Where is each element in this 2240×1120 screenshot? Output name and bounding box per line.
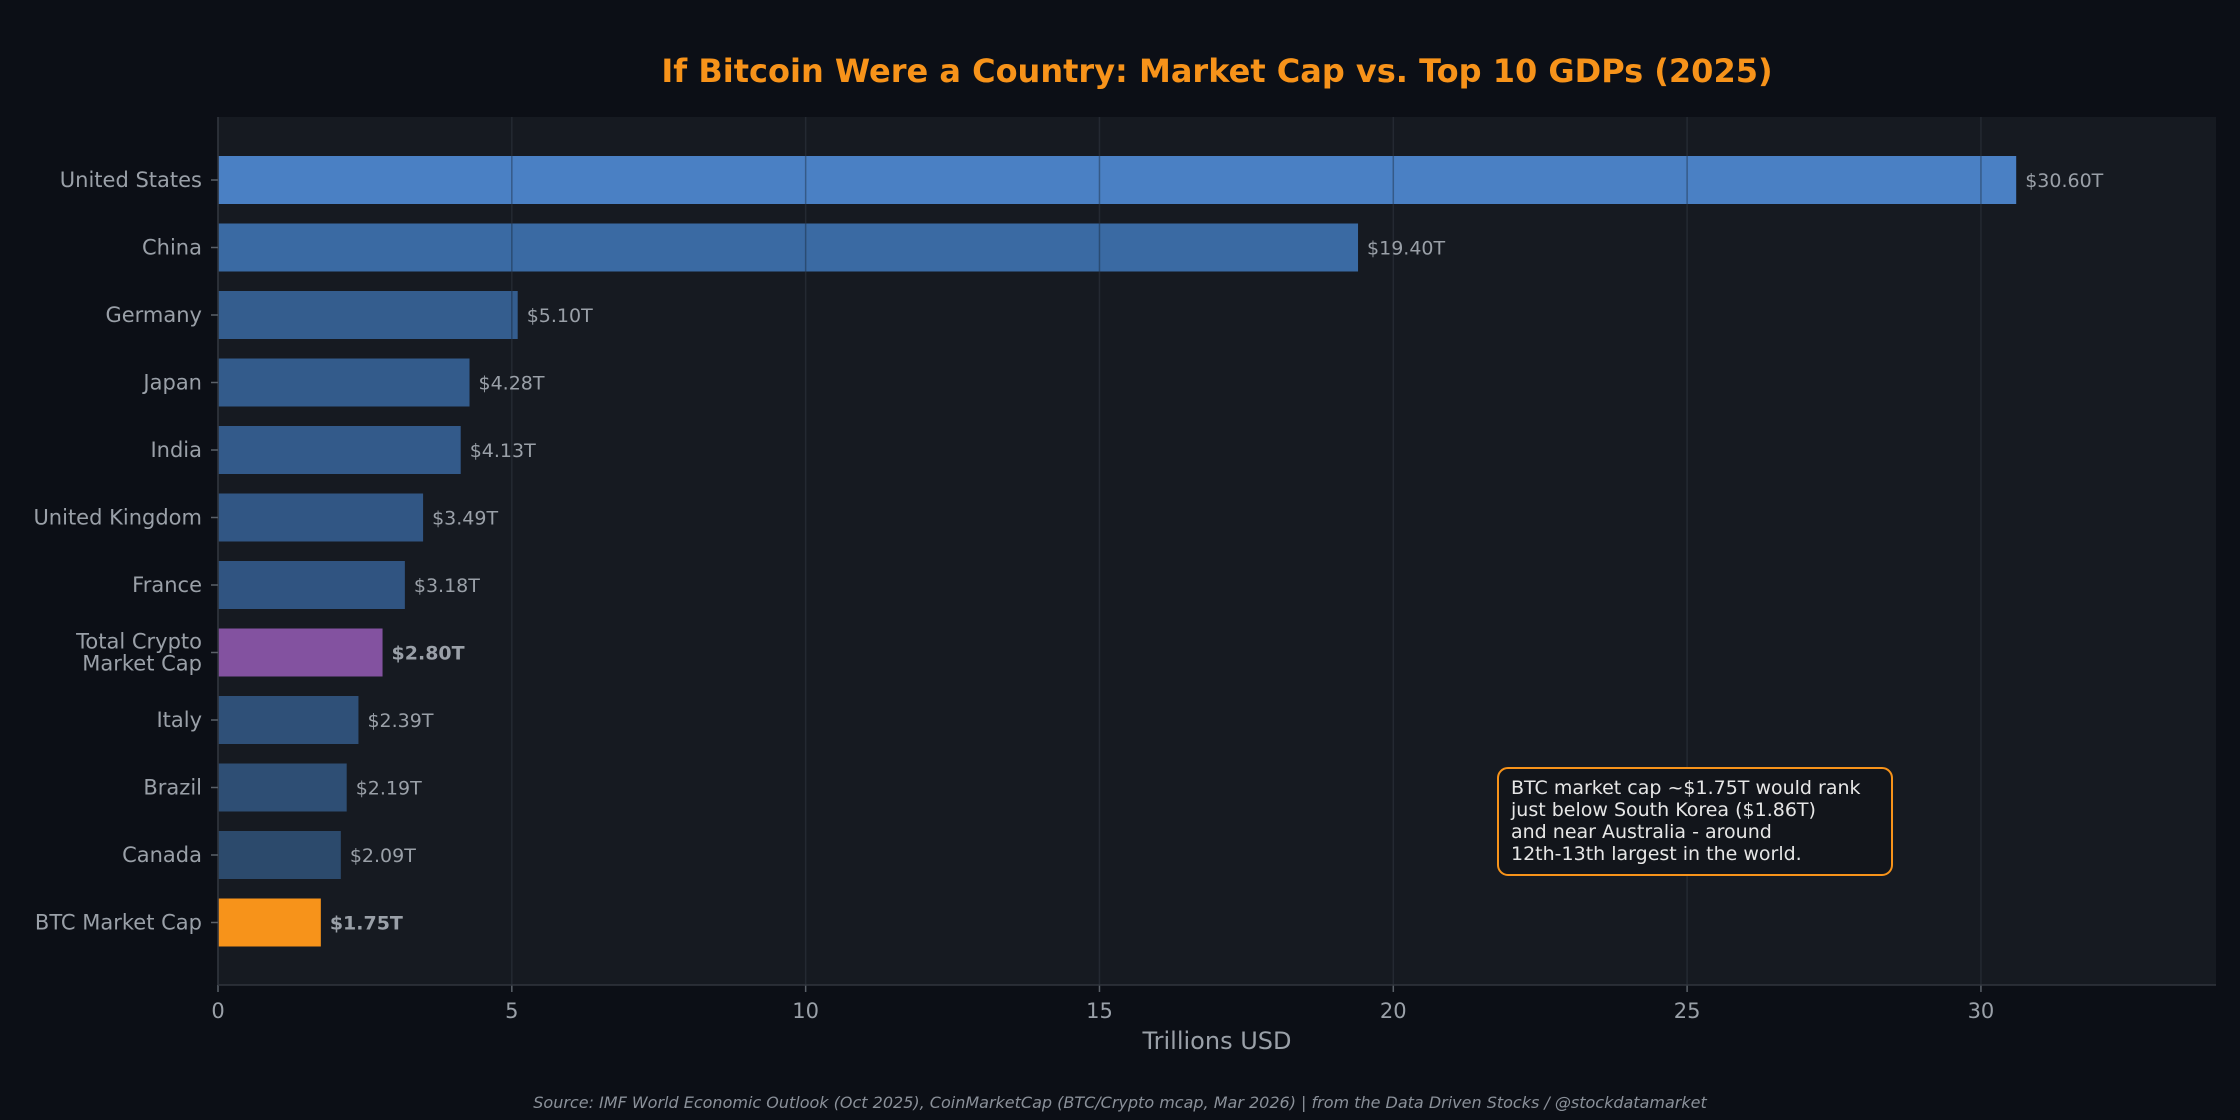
value-label-united-states: $30.60T	[2025, 170, 2103, 192]
value-label-germany: $5.10T	[527, 305, 593, 327]
category-label-united-kingdom: United Kingdom	[33, 506, 202, 530]
category-label-japan: Japan	[141, 371, 202, 395]
bar-germany	[218, 291, 518, 339]
annotation-frame	[1497, 767, 1893, 876]
category-labels: United States China Germany Japan India Unite…	[33, 168, 202, 935]
x-axis-label: Trillions USD	[1142, 1027, 1292, 1055]
x-tick-label-25: 25	[1674, 999, 1701, 1023]
category-label-germany: Germany	[105, 303, 202, 327]
x-tick-label-5: 5	[505, 999, 518, 1023]
x-tick-label-10: 10	[792, 999, 819, 1023]
bar-canada	[218, 831, 341, 879]
annotation-box: BTC market cap ~$1.75T would rank just b…	[1497, 767, 1893, 876]
category-label-india: India	[150, 438, 202, 462]
bar-total-crypto-market-cap	[218, 628, 383, 677]
bar-btc-market-cap	[218, 898, 321, 947]
x-tick-label-0: 0	[211, 999, 224, 1023]
bar-united-kingdom	[218, 493, 424, 542]
x-tick-label-15: 15	[1086, 999, 1113, 1023]
bar-united-states	[218, 156, 2017, 204]
value-labels: $30.60T $19.40T $5.10T $4.28T $4.13T $3.49T $3…	[330, 170, 2104, 935]
category-label-italy: Italy	[156, 708, 202, 732]
value-label-japan: $4.28T	[479, 373, 545, 395]
category-label-canada: Canada	[122, 843, 202, 867]
value-label-china: $19.40T	[1367, 238, 1445, 260]
bars	[218, 156, 2017, 947]
annotation-line-2: just below South Korea ($1.86T)	[1510, 799, 1816, 821]
x-tick-label-30: 30	[1968, 999, 1995, 1023]
bar-brazil	[218, 763, 347, 812]
annotation-line-1: BTC market cap ~$1.75T would rank	[1511, 777, 1861, 799]
x-tick-label-20: 20	[1380, 999, 1407, 1023]
value-label-india: $4.13T	[470, 440, 536, 462]
x-axis: 0 5 10 15 20 25 30	[211, 117, 2216, 1023]
value-label-brazil: $2.19T	[356, 778, 422, 800]
bar-china	[218, 223, 1359, 272]
value-label-france: $3.18T	[414, 575, 480, 597]
category-label-total-crypto-market-cap: Total Crypto Market Cap	[75, 630, 202, 676]
value-label-united-kingdom: $3.49T	[432, 508, 498, 530]
value-label-btc-market-cap: $1.75T	[330, 913, 403, 935]
chart-title: If Bitcoin Were a Country: Market Cap vs…	[661, 52, 1772, 90]
bar-france	[218, 561, 405, 609]
bar-italy	[218, 696, 359, 744]
annotation-line-4: 12th-13th largest in the world.	[1511, 843, 1802, 865]
category-label-china: China	[142, 236, 202, 260]
category-label-brazil: Brazil	[143, 776, 202, 800]
bar-india	[218, 426, 461, 474]
category-label-btc-market-cap: BTC Market Cap	[35, 911, 202, 935]
category-label-united-states: United States	[60, 168, 202, 192]
bar-japan	[218, 358, 470, 407]
value-label-total-crypto-market-cap: $2.80T	[392, 643, 465, 665]
value-label-italy: $2.39T	[367, 710, 433, 732]
annotation-line-3: and near Australia - around	[1511, 821, 1772, 843]
value-label-canada: $2.09T	[350, 845, 416, 867]
category-label-france: France	[132, 573, 202, 597]
source-note: Source: IMF World Economic Outlook (Oct …	[533, 1093, 1707, 1112]
